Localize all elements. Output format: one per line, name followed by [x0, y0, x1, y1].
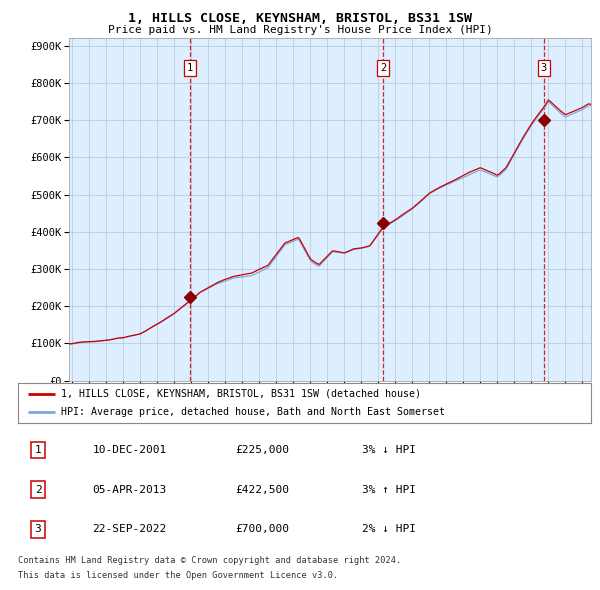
Text: This data is licensed under the Open Government Licence v3.0.: This data is licensed under the Open Gov… — [18, 571, 338, 580]
Text: £700,000: £700,000 — [236, 525, 290, 535]
Text: 2: 2 — [380, 63, 386, 73]
Text: 2% ↓ HPI: 2% ↓ HPI — [362, 525, 416, 535]
Text: 05-APR-2013: 05-APR-2013 — [92, 485, 167, 494]
Text: 2: 2 — [35, 485, 41, 494]
Text: 22-SEP-2022: 22-SEP-2022 — [92, 525, 167, 535]
Text: £422,500: £422,500 — [236, 485, 290, 494]
Text: 1, HILLS CLOSE, KEYNSHAM, BRISTOL, BS31 1SW (detached house): 1, HILLS CLOSE, KEYNSHAM, BRISTOL, BS31 … — [61, 389, 421, 399]
Text: 1: 1 — [35, 445, 41, 455]
Text: 1, HILLS CLOSE, KEYNSHAM, BRISTOL, BS31 1SW: 1, HILLS CLOSE, KEYNSHAM, BRISTOL, BS31 … — [128, 12, 472, 25]
Text: 3% ↓ HPI: 3% ↓ HPI — [362, 445, 416, 455]
Text: 3% ↑ HPI: 3% ↑ HPI — [362, 485, 416, 494]
Text: 1: 1 — [187, 63, 193, 73]
Text: 3: 3 — [541, 63, 547, 73]
Text: 10-DEC-2001: 10-DEC-2001 — [92, 445, 167, 455]
Text: 3: 3 — [35, 525, 41, 535]
Text: £225,000: £225,000 — [236, 445, 290, 455]
Text: Price paid vs. HM Land Registry's House Price Index (HPI): Price paid vs. HM Land Registry's House … — [107, 25, 493, 35]
Text: Contains HM Land Registry data © Crown copyright and database right 2024.: Contains HM Land Registry data © Crown c… — [18, 556, 401, 565]
Text: HPI: Average price, detached house, Bath and North East Somerset: HPI: Average price, detached house, Bath… — [61, 407, 445, 417]
